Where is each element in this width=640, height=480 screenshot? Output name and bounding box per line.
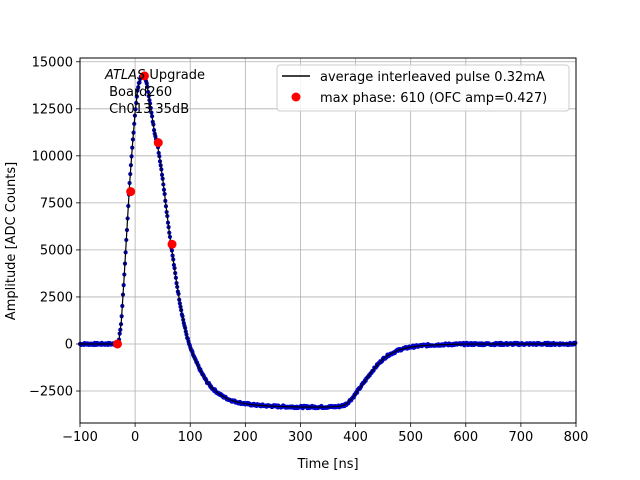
x-tick-label: 700 bbox=[508, 430, 533, 445]
max-phase-marker bbox=[153, 138, 163, 148]
legend-swatch-marker bbox=[291, 92, 301, 102]
y-tick-label: 15000 bbox=[32, 55, 73, 70]
annotation-line-1: ATLAS Upgrade bbox=[104, 68, 205, 83]
y-tick-label: 12500 bbox=[32, 102, 73, 117]
y-tick-label: 0 bbox=[65, 337, 73, 352]
max-phase-markers bbox=[112, 71, 177, 349]
y-tick-label: −2500 bbox=[29, 385, 73, 400]
y-tick-label: 5000 bbox=[40, 243, 73, 258]
plot-frame bbox=[79, 57, 577, 424]
y-tick-label: 2500 bbox=[40, 290, 73, 305]
y-tick-label: 10000 bbox=[32, 149, 73, 164]
annotation-line-2: Board260 bbox=[105, 85, 172, 100]
max-phase-marker bbox=[126, 187, 136, 197]
max-phase-marker bbox=[139, 71, 149, 81]
x-tick-label: 500 bbox=[398, 430, 423, 445]
x-tick-label: 600 bbox=[453, 430, 478, 445]
annotation-line-3: Ch013 35dB bbox=[105, 102, 189, 117]
legend: average interleaved pulse 0.32mA max pha… bbox=[276, 64, 570, 112]
x-tick-label: 0 bbox=[131, 430, 139, 445]
x-tick-label: 100 bbox=[178, 430, 203, 445]
max-phase-marker bbox=[167, 239, 177, 249]
max-phase-marker bbox=[112, 339, 122, 349]
x-axis-ticks: −100 0 100 200 300 400 500 600 700 800 bbox=[62, 423, 588, 445]
x-tick-label: −100 bbox=[62, 430, 98, 445]
x-axis-label: Time [ns] bbox=[296, 457, 358, 472]
x-tick-label: 800 bbox=[564, 430, 589, 445]
annotation-upgrade-word: Upgrade bbox=[145, 68, 205, 83]
annotation-atlas-word: ATLAS bbox=[104, 68, 145, 83]
y-axis-ticks: −2500 0 2500 5000 7500 10000 12500 15000 bbox=[29, 55, 80, 400]
legend-entry-average-pulse: average interleaved pulse 0.32mA bbox=[320, 70, 545, 85]
legend-box bbox=[276, 64, 570, 112]
x-tick-label: 200 bbox=[233, 430, 258, 445]
x-tick-label: 300 bbox=[288, 430, 313, 445]
x-tick-label: 400 bbox=[343, 430, 368, 445]
y-tick-label: 7500 bbox=[40, 196, 73, 211]
y-axis-label: Amplitude [ADC Counts] bbox=[4, 162, 19, 320]
legend-entry-max-phase: max phase: 610 (OFC amp=0.427) bbox=[320, 91, 547, 106]
